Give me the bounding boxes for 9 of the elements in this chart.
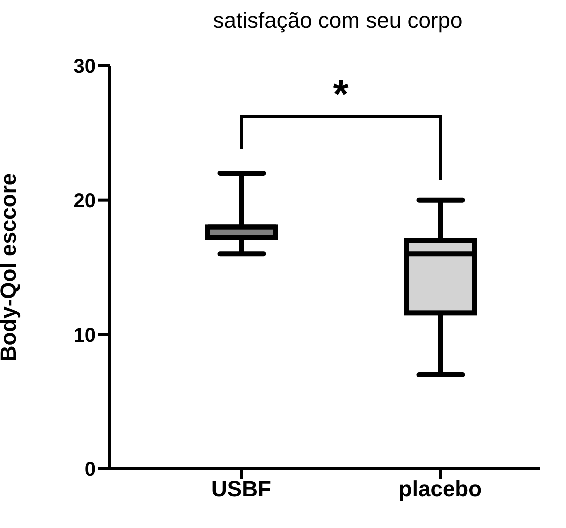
x-tick-label: placebo	[398, 476, 482, 502]
y-tick-label: 10	[74, 324, 96, 347]
annotation: *	[332, 73, 350, 118]
y-tick-label: 20	[74, 190, 96, 212]
y-axis-title: Body-Qol esccore	[0, 173, 21, 362]
y-tick-label: 0	[84, 459, 96, 482]
chart-title: satisfação com seu corpo	[212, 8, 464, 34]
y-tick-label: 30	[74, 56, 96, 78]
x-tick-label: USBF	[212, 476, 272, 502]
